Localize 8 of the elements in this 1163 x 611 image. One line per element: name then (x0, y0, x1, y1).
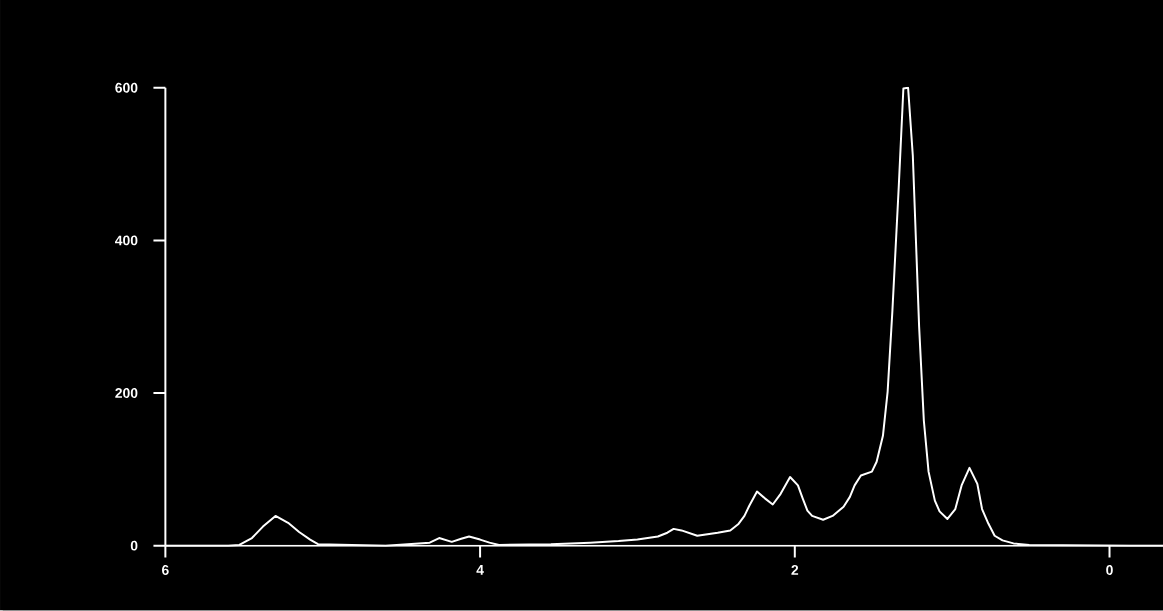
y-tick-label: 200 (115, 388, 138, 399)
x-tick-label: 4 (476, 565, 484, 575)
y-tick-label: 600 (115, 83, 138, 93)
y-tick-label: 400 (115, 235, 138, 246)
x-tick-label: 6 (162, 565, 169, 576)
x-tick-label: 0 (1106, 565, 1113, 576)
x-tick-label: 2 (791, 565, 799, 576)
y-tick-label: 0 (130, 540, 138, 551)
